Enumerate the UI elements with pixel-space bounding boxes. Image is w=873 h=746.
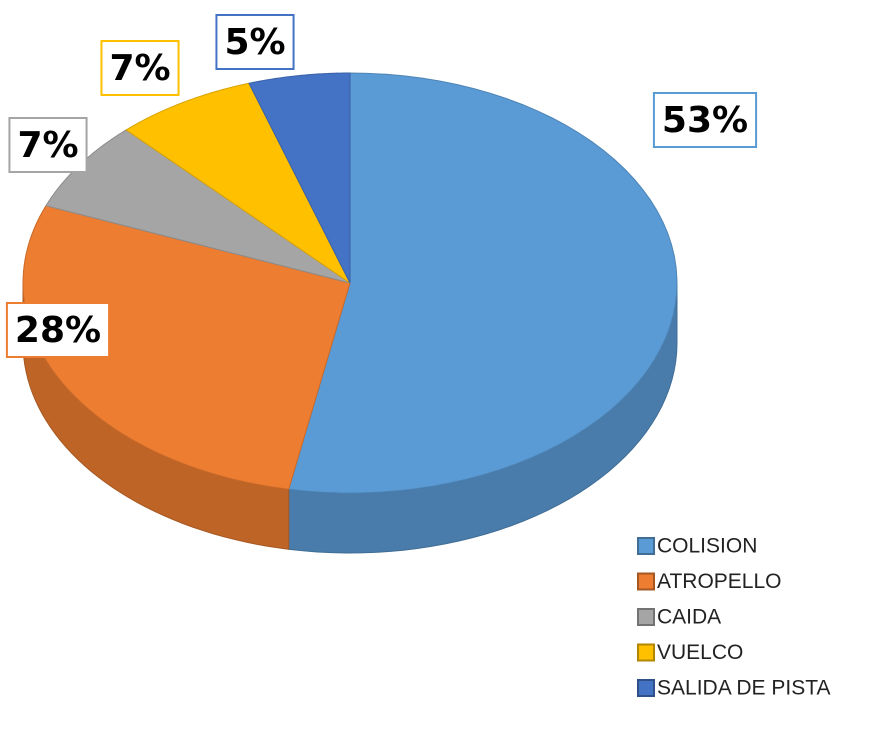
data-label: 28%	[5, 302, 111, 358]
legend-label: COLISION	[657, 535, 757, 558]
data-label: 5%	[215, 14, 295, 70]
legend-label: CAIDA	[657, 606, 721, 629]
data-label-text: 5%	[224, 22, 285, 63]
legend-swatch	[637, 679, 655, 697]
legend-label: VUELCO	[657, 641, 743, 664]
legend-swatch	[637, 643, 655, 662]
data-label-box	[652, 92, 758, 148]
pie-slice	[22, 205, 351, 490]
data-label-text: 53%	[662, 100, 748, 141]
data-label: 7%	[8, 117, 88, 173]
legend-swatch	[637, 572, 655, 591]
data-label-box	[100, 40, 180, 96]
pie-slice	[125, 82, 351, 284]
data-label: 7%	[100, 40, 180, 96]
pie-slice	[288, 72, 678, 494]
legend-label: ATROPELLO	[657, 570, 781, 593]
pie-slice	[248, 72, 351, 284]
data-label-box	[8, 117, 88, 173]
data-label-text: 7%	[17, 125, 78, 166]
data-label-box	[215, 14, 295, 70]
data-label-text: 28%	[15, 310, 101, 351]
data-label-text: 7%	[109, 48, 170, 89]
data-label-box	[5, 302, 111, 358]
legend-swatch	[637, 537, 655, 555]
legend-swatch	[637, 608, 655, 626]
legend-label: SALIDA DE PISTA	[657, 677, 831, 700]
data-label: 53%	[652, 92, 758, 148]
